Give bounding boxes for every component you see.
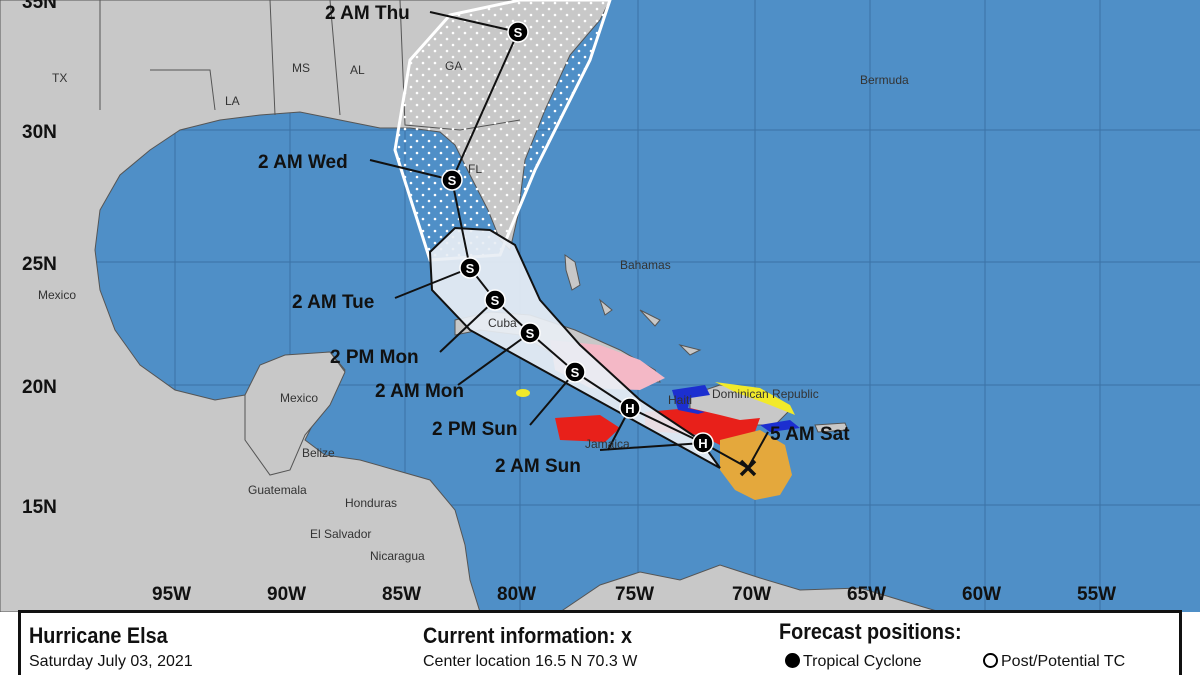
open-circle-icon (983, 653, 998, 668)
svg-text:70W: 70W (732, 584, 771, 605)
ts-warning-haiti (672, 385, 710, 414)
svg-text:2 PM Sun: 2 PM Sun (432, 419, 518, 440)
current-marker: x (621, 623, 633, 648)
place-labels: TX LA MS AL GA FL Bermuda Bahamas Mexico… (38, 59, 909, 563)
svg-text:AL: AL (350, 63, 365, 77)
yucatan (244, 351, 346, 476)
forecast-point-type: S (571, 365, 580, 380)
svg-text:Honduras: Honduras (345, 496, 397, 510)
lat-labels: 35N 30N 25N 20N 15N (22, 0, 57, 518)
forecast-point-type: H (698, 436, 707, 451)
svg-text:Belize: Belize (302, 446, 335, 460)
svg-text:35N: 35N (22, 0, 57, 13)
svg-text:15N: 15N (22, 497, 57, 518)
svg-text:Bermuda: Bermuda (860, 73, 909, 87)
forecast-cone-map: H H S S S S S S 95W 90W 85W 80W 75W 70W 65W 60W… (0, 0, 1200, 612)
svg-text:2 AM Tue: 2 AM Tue (292, 292, 374, 313)
svg-text:FL: FL (468, 162, 482, 176)
ts-watch-cayman (516, 389, 530, 397)
south-america (559, 564, 941, 612)
center-location: Center location 16.5 N 70.3 W (423, 653, 638, 670)
svg-text:2 AM Mon: 2 AM Mon (375, 381, 464, 402)
svg-text:20N: 20N (22, 377, 57, 398)
warnings (516, 340, 800, 500)
svg-text:Mexico: Mexico (38, 288, 76, 302)
legend-panel: Hurricane Elsa Saturday July 03, 2021 Cu… (18, 610, 1182, 675)
hurricane-warning-jamaica (555, 415, 620, 442)
legend-post: Post/Potential TC (983, 653, 1125, 671)
forecast-point-type: S (448, 173, 457, 188)
forecast-point-s (459, 257, 481, 279)
svg-text:60W: 60W (962, 584, 1001, 605)
svg-text:75W: 75W (615, 584, 654, 605)
legend-tropical: Tropical Cyclone (785, 653, 922, 671)
forecast-point-s (564, 361, 586, 383)
cone-days-1-3 (428, 226, 721, 469)
forecast-point-h (619, 397, 641, 419)
svg-text:Bahamas: Bahamas (620, 258, 671, 272)
state-borders (99, 0, 521, 131)
svg-text:GA: GA (445, 59, 462, 73)
forecast-point-type: S (526, 326, 535, 341)
svg-text:25N: 25N (22, 254, 57, 275)
storm-name: Hurricane Elsa (29, 623, 168, 648)
svg-text:2 AM Thu: 2 AM Thu (325, 3, 410, 24)
svg-text:80W: 80W (497, 584, 536, 605)
current-info-heading: Current information: x (423, 623, 633, 648)
wind-field (720, 430, 792, 500)
svg-text:2 AM Sun: 2 AM Sun (495, 456, 581, 477)
ts-warning-dr (760, 420, 800, 432)
filled-circle-icon (785, 653, 800, 668)
svg-text:Jamaica: Jamaica (585, 437, 630, 451)
current-position-x-icon (739, 459, 757, 477)
advisory-date: Saturday July 03, 2021 (29, 653, 193, 670)
svg-text:2 PM Mon: 2 PM Mon (330, 347, 419, 368)
svg-text:30N: 30N (22, 122, 57, 143)
svg-text:90W: 90W (267, 584, 306, 605)
svg-text:65W: 65W (847, 584, 886, 605)
forecast-point-type: H (625, 401, 634, 416)
forecast-point-h (692, 432, 714, 454)
svg-text:Dominican Republic: Dominican Republic (712, 387, 819, 401)
forecast-point-type: S (491, 293, 500, 308)
forecast-point-s (519, 322, 541, 344)
forecast-time-labels: 5 AM Sat 2 AM Sun 2 PM Sun 2 AM Mon 2 PM… (258, 3, 850, 477)
svg-text:85W: 85W (382, 584, 421, 605)
lon-labels: 95W 90W 85W 80W 75W 70W 65W 60W 55W (152, 584, 1116, 605)
ts-watch-dr (715, 382, 795, 415)
svg-text:TX: TX (52, 71, 67, 85)
svg-text:Mexico: Mexico (280, 391, 318, 405)
svg-text:5 AM Sat: 5 AM Sat (770, 424, 850, 445)
puerto-rico (814, 422, 849, 433)
forecast-point-type: S (514, 25, 523, 40)
svg-text:El Salvador: El Salvador (310, 527, 371, 541)
cone-days-4-5 (393, 0, 612, 262)
svg-text:55W: 55W (1077, 584, 1116, 605)
svg-text:2 AM Wed: 2 AM Wed (258, 152, 348, 173)
forecast-heading: Forecast positions: (779, 619, 962, 644)
forecast-point-s (484, 289, 506, 311)
svg-text:Guatemala: Guatemala (248, 483, 307, 497)
svg-text:95W: 95W (152, 584, 191, 605)
svg-text:Cuba: Cuba (488, 316, 517, 330)
forecast-point-type: S (466, 261, 475, 276)
bahamas (564, 253, 702, 356)
forecast-point-s (507, 21, 529, 43)
forecast-point-s (441, 169, 463, 191)
svg-text:LA: LA (225, 94, 240, 108)
svg-text:Haiti: Haiti (668, 393, 692, 407)
svg-text:Nicaragua: Nicaragua (370, 549, 425, 563)
svg-text:MS: MS (292, 61, 310, 75)
